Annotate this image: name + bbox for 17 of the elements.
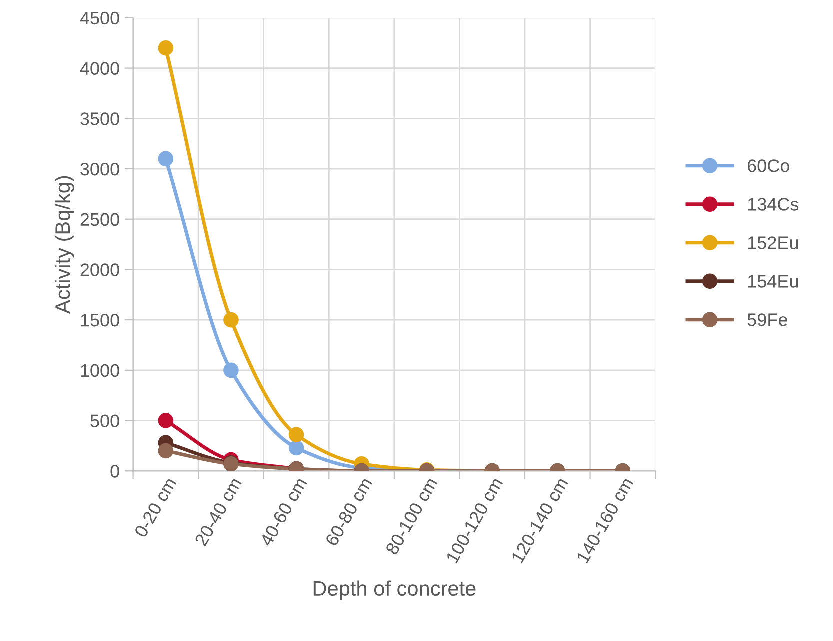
y-tick-label: 500 [90, 414, 120, 428]
y-tick-label: 1000 [81, 364, 120, 378]
legend-label: 60Co [748, 160, 790, 172]
legend-label: 154Eu [748, 275, 798, 288]
y-tick-label: 0 [110, 465, 120, 478]
y-tick-label: 3000 [80, 162, 120, 176]
legend-label: 134Cs [748, 198, 799, 211]
y-tick-label: 1500 [81, 314, 120, 327]
legend-label: 152Eu [748, 236, 798, 250]
y-axis-title: Activity (Bq/kg) [54, 176, 74, 314]
y-tick-label: 2500 [80, 213, 120, 226]
y-tick-label: 3500 [80, 112, 120, 126]
x-axis-title: Depth of concrete [314, 580, 476, 600]
y-tick-label: 4000 [80, 62, 120, 76]
y-tick-label: 4500 [80, 12, 120, 25]
y-tick-label: 2000 [80, 264, 120, 276]
legend-label: 59Fe [748, 314, 788, 326]
